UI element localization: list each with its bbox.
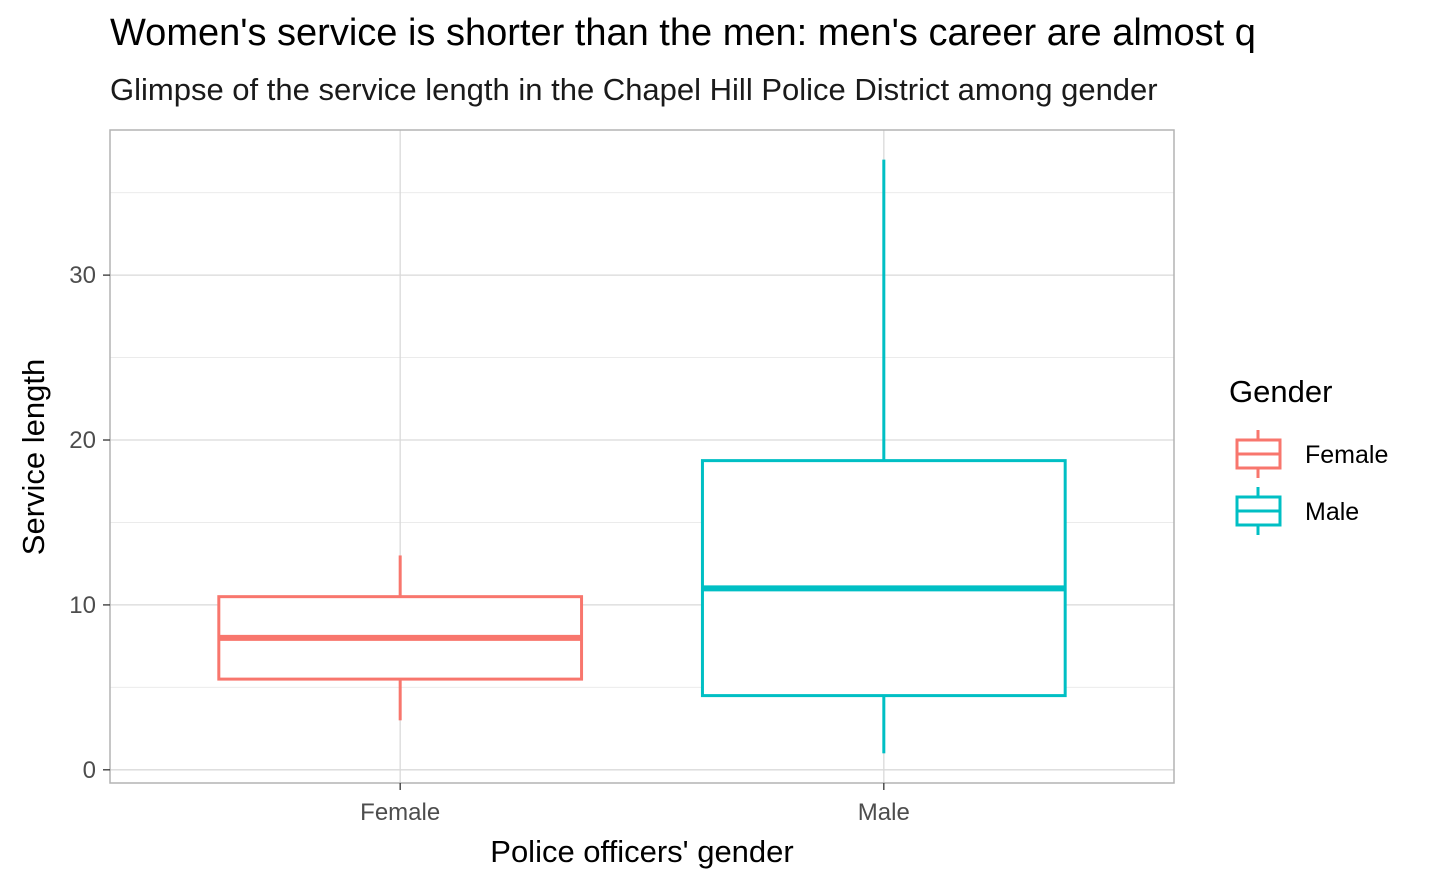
box-body <box>700 459 1067 698</box>
y-tick-label: 30 <box>69 262 96 289</box>
legend-title: Gender <box>1229 374 1332 409</box>
legend-item-male: Male <box>1235 487 1359 535</box>
legend-item-female: Female <box>1235 430 1388 478</box>
y-tick-label: 20 <box>69 427 96 454</box>
y-tick-label: 0 <box>83 757 96 784</box>
x-axis-title: Police officers' gender <box>490 834 793 869</box>
boxes <box>217 159 1067 754</box>
axis-ticks: 0 10 20 30 Female Male <box>69 262 910 826</box>
x-tick-label: Male <box>858 799 910 826</box>
legend-label: Female <box>1305 441 1388 469</box>
box-female <box>217 555 584 721</box>
x-tick-label: Female <box>360 799 440 826</box>
chart-subtitle: Glimpse of the service length in the Cha… <box>110 72 1158 107</box>
box-male <box>700 159 1067 754</box>
legend: Gender Female Male <box>1229 374 1388 535</box>
chart-title: Women's service is shorter than the men:… <box>110 12 1256 54</box>
y-tick-label: 10 <box>69 592 96 619</box>
legend-label: Male <box>1305 498 1359 526</box>
y-axis-title: Service length <box>16 359 51 555</box>
plot-panel <box>109 129 1175 784</box>
